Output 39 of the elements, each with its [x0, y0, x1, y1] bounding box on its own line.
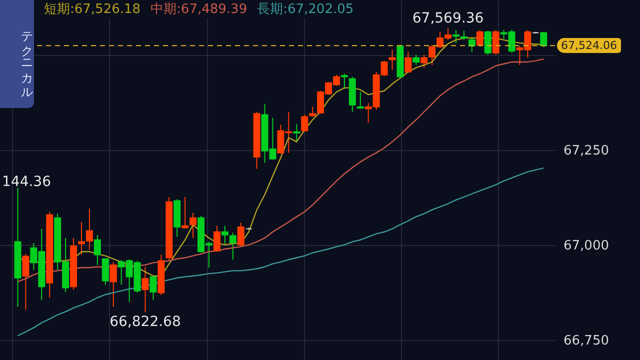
- annotation: 67,569.36: [412, 10, 484, 26]
- candlestick: [102, 258, 109, 286]
- candlestick: [142, 266, 149, 313]
- annotation: テクニカル: [20, 23, 34, 93]
- candlestick: [94, 234, 101, 266]
- candlestick: [213, 225, 220, 252]
- text: 短期:67,526.18: [44, 2, 141, 17]
- candlestick: [340, 73, 348, 90]
- ref-line-label: 67,524.06: [557, 38, 621, 54]
- candlestick: [484, 30, 492, 56]
- candlestick: [301, 114, 308, 132]
- candlestick: [150, 274, 157, 300]
- candlestick: [404, 51, 412, 74]
- candlestick: [452, 30, 460, 44]
- candlestick: [492, 30, 500, 56]
- y-tick-label: 67,250: [564, 143, 609, 158]
- candlestick: [388, 49, 396, 70]
- y-tick-label: 67,000: [564, 238, 609, 254]
- candlestick: [476, 30, 484, 46]
- candlestick: [356, 91, 364, 110]
- candlestick: [468, 36, 476, 52]
- candlestick: [182, 196, 189, 229]
- candlestick: [460, 30, 468, 40]
- candlestick: [190, 212, 197, 238]
- candlestick: [412, 54, 420, 66]
- candlestick: [86, 208, 93, 250]
- text: 中期:67,489.39: [150, 2, 248, 17]
- candlestick: [540, 31, 548, 48]
- candlestick: [420, 54, 428, 68]
- candlestick: [110, 261, 117, 308]
- side-tab: テクニカル: [0, 0, 34, 108]
- annotation: 66,822.68: [110, 314, 181, 330]
- text: 長期:67,202.05: [257, 2, 354, 17]
- candlestick: [237, 222, 244, 248]
- annotation: 144.36: [2, 174, 51, 190]
- candlestick: [22, 253, 30, 310]
- y-tick-label: 66,750: [564, 333, 609, 348]
- candlestick: [293, 123, 300, 142]
- candlestick: [78, 222, 85, 256]
